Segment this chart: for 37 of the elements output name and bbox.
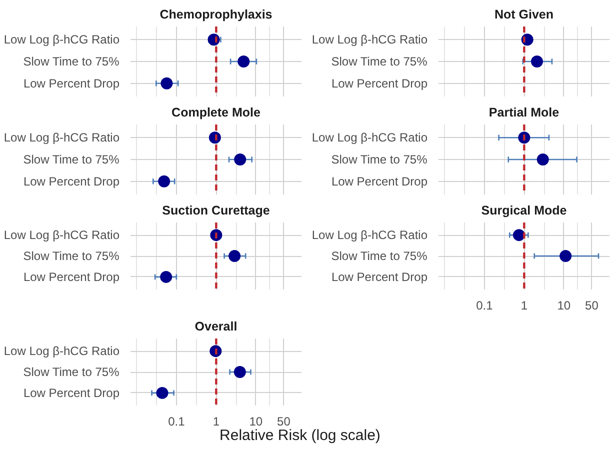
y-tick-label: Low Percent Drop [23,386,120,400]
y-tick-label: Low Log β-hCG Ratio [4,344,120,358]
y-tick-label: Low Log β-hCG Ratio [312,228,428,242]
y-tick-label: Slow Time to 75% [23,249,120,263]
chart-title: Suction Curettage [162,204,270,218]
y-tick-label: Slow Time to 75% [331,54,428,68]
x-tick-label: 0.1 [168,414,186,428]
y-tick-label: Low Log β-hCG Ratio [312,130,428,145]
chart-title: Partial Mole [488,106,560,120]
y-tick-label: Low Percent Drop [23,76,120,90]
y-tick-label: Low Percent Drop [23,174,120,188]
x-tick-label: 10 [249,414,263,428]
x-tick-label: 50 [585,298,599,312]
y-tick-label: Low Log β-hCG Ratio [4,228,120,242]
y-tick-label: Slow Time to 75% [23,152,120,166]
x-axis-title: Relative Risk (log scale) [220,427,380,444]
y-tick-label: Low Log β-hCG Ratio [4,32,120,47]
y-tick-label: Slow Time to 75% [331,249,428,263]
y-tick-label: Low Percent Drop [331,270,428,284]
y-tick-label: Low Log β-hCG Ratio [312,32,428,47]
y-tick-label: Slow Time to 75% [331,152,428,166]
y-tick-label: Slow Time to 75% [23,54,120,68]
y-tick-label: Low Percent Drop [23,270,120,284]
chart-title: Overall [194,320,238,334]
x-tick-label: 1 [212,414,220,428]
y-tick-label: Slow Time to 75% [23,365,120,379]
chart-title: Complete Mole [172,106,260,120]
x-tick-label: 10 [557,298,571,312]
chart-title: Chemoprophylaxis [160,8,272,22]
chart-title: Surgical Mode [481,204,567,218]
y-tick-label: Low Percent Drop [331,174,428,188]
chart-title: Not Given [494,8,554,22]
x-tick-label: 50 [277,414,291,428]
x-tick-label: 0.1 [476,298,494,312]
y-tick-label: Low Percent Drop [331,76,428,90]
x-tick-label: 1 [520,298,528,312]
y-tick-label: Low Log β-hCG Ratio [4,130,120,145]
